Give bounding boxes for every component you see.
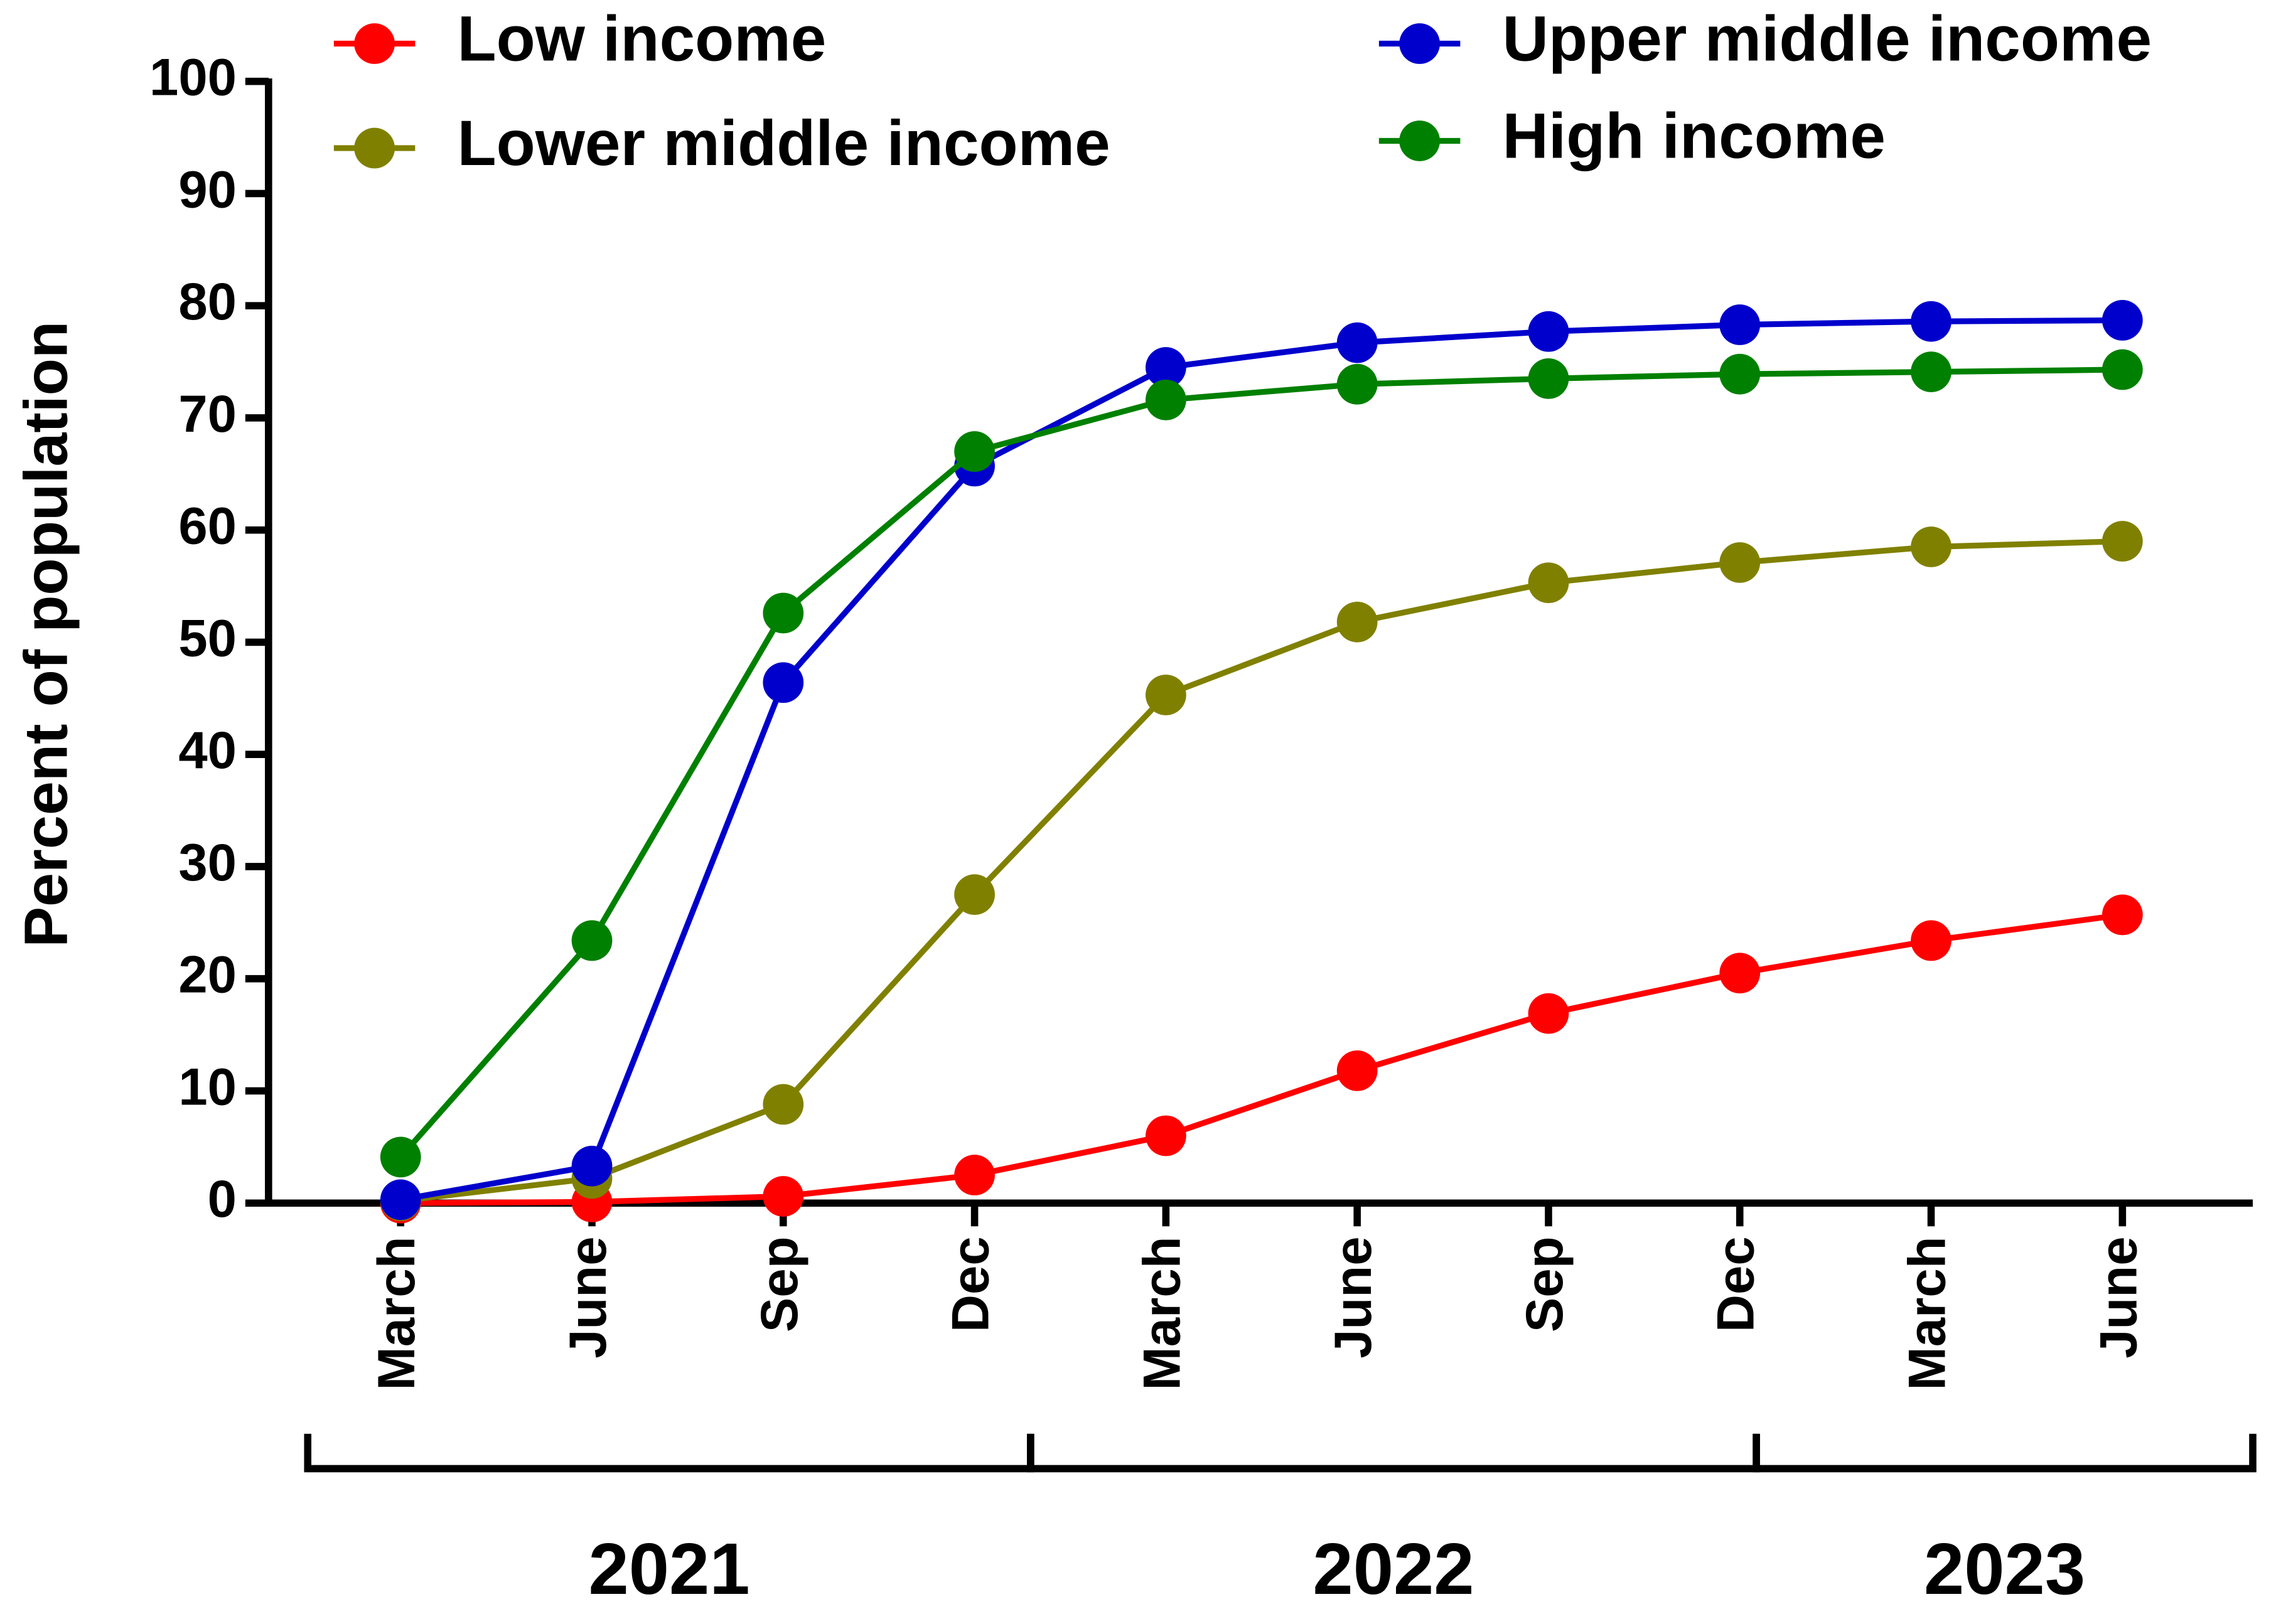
y-tick-label: 60 — [178, 497, 237, 555]
legend-label: Lower middle income — [457, 107, 1110, 179]
data-point — [1911, 351, 1951, 393]
x-tick-label: Dec — [1707, 1236, 1765, 1332]
data-point — [1528, 993, 1569, 1034]
y-tick-label: 30 — [178, 833, 237, 892]
data-point — [1336, 1050, 1378, 1091]
data-point — [1336, 322, 1378, 363]
x-tick-label: Sep — [750, 1236, 808, 1332]
data-point — [1336, 363, 1378, 405]
x-group-label: 2021 — [588, 1528, 749, 1610]
group-bracket — [1753, 1433, 2257, 1473]
data-point — [2102, 349, 2143, 390]
data-point — [571, 1145, 613, 1187]
y-tick-label: 50 — [178, 609, 237, 667]
y-tick-label: 40 — [178, 721, 237, 779]
series-line — [400, 912, 2123, 1206]
data-point — [763, 662, 804, 703]
legend-marker — [354, 23, 395, 64]
legend-label: Low income — [457, 3, 826, 74]
legend-marker — [354, 127, 395, 169]
x-tick-label: Sep — [1515, 1236, 1574, 1332]
data-point — [1911, 920, 1951, 961]
data-point — [1528, 358, 1569, 399]
data-point — [1146, 675, 1186, 715]
data-point — [1719, 953, 1761, 994]
data-point — [1911, 526, 1951, 567]
data-point — [571, 920, 613, 961]
y-tick-label: 100 — [149, 48, 237, 107]
y-tick-label: 10 — [178, 1057, 237, 1116]
legend-marker — [1399, 120, 1440, 161]
x-tick-label: March — [367, 1236, 426, 1390]
data-point — [1146, 379, 1186, 420]
x-group-label: 2023 — [1924, 1528, 2085, 1610]
data-point — [1528, 562, 1569, 604]
y-axis-title: Percent of population — [12, 321, 80, 948]
x-tick-label: March — [1898, 1236, 1957, 1390]
data-point — [1719, 542, 1761, 583]
data-point — [954, 1155, 995, 1195]
y-tick-label: 0 — [208, 1170, 237, 1228]
data-point — [763, 1176, 804, 1217]
data-point — [763, 1084, 804, 1125]
x-tick-label: March — [1132, 1236, 1191, 1390]
group-bracket — [1027, 1433, 1760, 1473]
data-point — [380, 1136, 421, 1178]
x-tick-label: June — [1324, 1236, 1382, 1358]
y-tick-label: 90 — [178, 160, 237, 218]
x-tick-label: Dec — [942, 1236, 1000, 1332]
data-point — [380, 1179, 421, 1221]
legend-label: High income — [1502, 100, 1886, 171]
data-point — [954, 431, 995, 472]
y-tick-label: 80 — [178, 272, 237, 331]
x-tick-label: June — [559, 1236, 617, 1358]
series-line — [400, 538, 2123, 1204]
group-bracket — [304, 1433, 1034, 1473]
data-point — [1146, 1115, 1186, 1157]
data-point — [1719, 304, 1761, 345]
data-point — [954, 874, 995, 916]
y-tick-label: 20 — [178, 946, 237, 1004]
data-point — [1336, 601, 1378, 643]
data-point — [2102, 300, 2143, 341]
series-line — [398, 366, 2123, 1159]
legend-label: Upper middle income — [1502, 3, 2152, 74]
y-tick-label: 70 — [178, 385, 237, 443]
data-point — [763, 592, 804, 634]
legend-marker — [1399, 23, 1440, 64]
x-group-label: 2022 — [1312, 1528, 1474, 1610]
data-point — [1911, 301, 1951, 342]
data-point — [2102, 894, 2143, 936]
data-point — [2102, 521, 2143, 562]
data-point — [1146, 347, 1186, 388]
x-tick-label: June — [2089, 1236, 2147, 1358]
data-point — [1719, 353, 1761, 395]
data-point — [1528, 311, 1569, 352]
series-line — [400, 317, 2123, 1203]
